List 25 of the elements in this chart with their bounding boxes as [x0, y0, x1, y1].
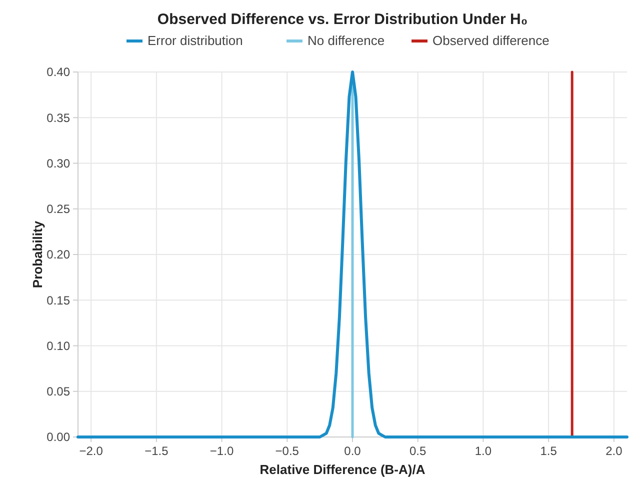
y-tick-label: 0.35 [46, 110, 70, 125]
x-tick-label: −1.5 [144, 444, 169, 458]
y-tick-label: 0.00 [46, 430, 70, 444]
y-tick-label: 0.30 [46, 156, 70, 170]
x-axis-title: Relative Difference (B-A)/A [260, 462, 426, 477]
y-tick-label: 0.05 [46, 384, 70, 399]
y-tick-label: 0.25 [46, 202, 70, 216]
x-tick-label: −2.0 [79, 444, 104, 458]
y-tick-label: 0.10 [46, 338, 70, 353]
x-tick-label: 2.0 [606, 444, 623, 458]
x-tick-label: −1.0 [210, 444, 234, 458]
x-tick-label: 0.5 [410, 444, 427, 458]
chart-title: Observed Difference vs. Error Distribution Under H₀ [157, 11, 528, 28]
x-tick-label: −0.5 [275, 444, 300, 458]
x-tick-label: 1.0 [474, 444, 492, 458]
y-axis-title: Probability [30, 220, 45, 288]
y-tick-label: 0.40 [46, 65, 70, 80]
y-tick-label: 0.20 [46, 248, 70, 262]
legend-label: Error distribution [148, 33, 243, 48]
legend-label: No difference [308, 33, 385, 48]
y-tick-label: 0.15 [46, 293, 70, 308]
line-series [76, 70, 628, 438]
x-tick-label: 1.5 [540, 444, 558, 458]
legend-label: Observed difference [432, 33, 550, 48]
x-tick-label: 0.0 [344, 444, 362, 458]
